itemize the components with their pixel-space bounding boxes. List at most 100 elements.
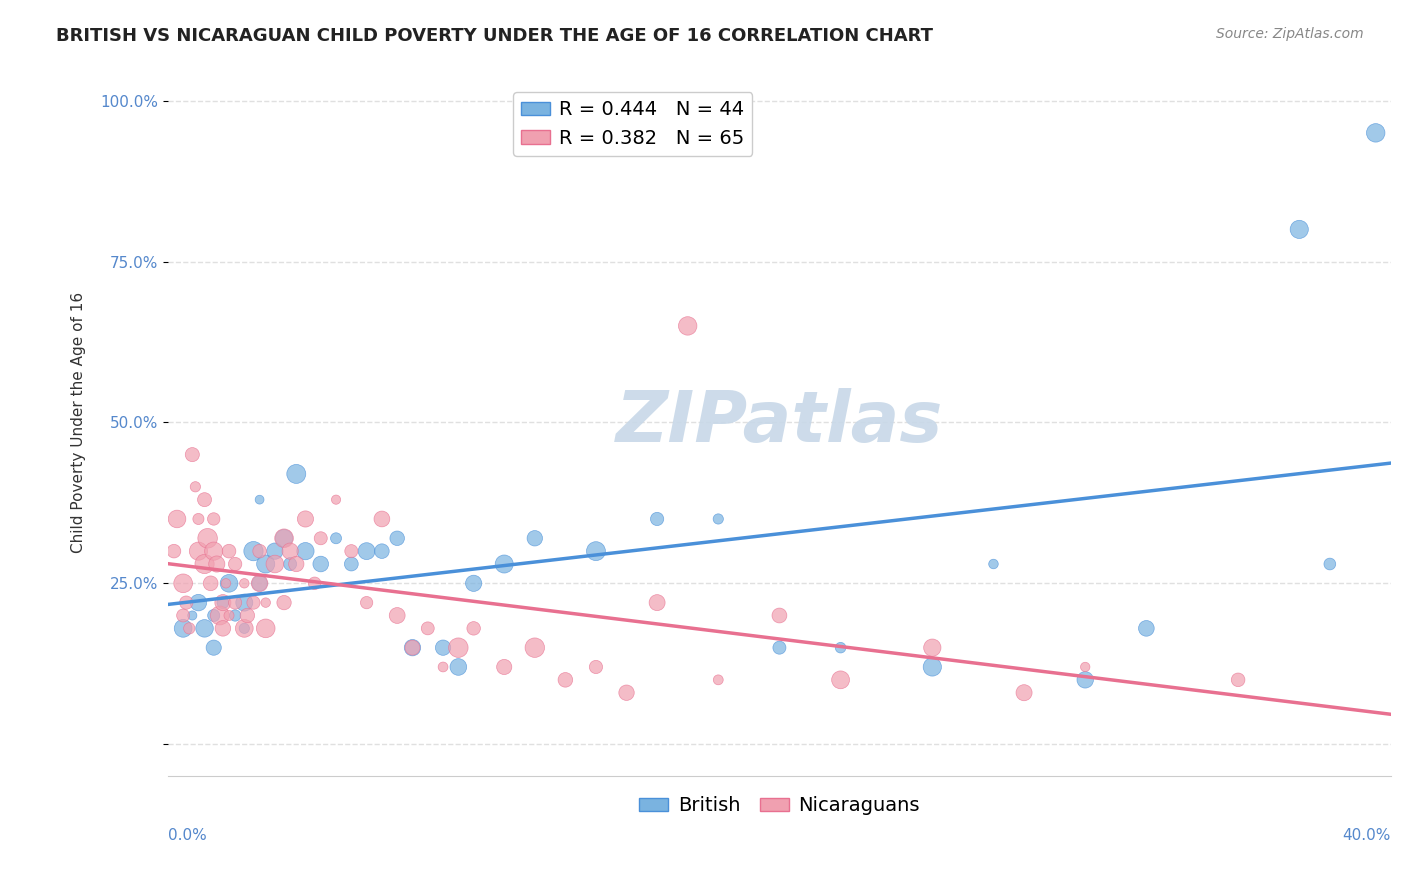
Point (254, 596, 277, 610)
Point (174, 596, 197, 610)
Point (707, 673, 730, 687)
Point (193, 621, 215, 635)
Point (356, 544, 378, 558)
Point (921, 660, 943, 674)
Text: 0.0%: 0.0% (167, 828, 207, 843)
Point (181, 608, 204, 623)
Point (432, 660, 454, 674)
Point (494, 557, 516, 571)
Point (401, 640, 423, 655)
Text: BRITISH VS NICARAGUAN CHILD POVERTY UNDER THE AGE OF 16 CORRELATION CHART: BRITISH VS NICARAGUAN CHILD POVERTY UNDE… (56, 27, 934, 45)
Point (233, 621, 256, 635)
Point (184, 480, 207, 494)
Point (285, 467, 308, 481)
Text: Source: ZipAtlas.com: Source: ZipAtlas.com (1216, 27, 1364, 41)
Point (432, 640, 454, 655)
Point (356, 596, 378, 610)
Point (1074, 673, 1097, 687)
Point (193, 492, 215, 507)
Point (921, 640, 943, 655)
Point (983, 557, 1005, 571)
Point (523, 531, 546, 545)
Point (304, 576, 326, 591)
Text: ZIPatlas: ZIPatlas (616, 388, 943, 457)
Point (309, 531, 332, 545)
Point (172, 576, 194, 591)
Point (181, 448, 204, 462)
Point (616, 686, 638, 700)
Point (264, 557, 287, 571)
Point (205, 557, 228, 571)
Point (249, 576, 271, 591)
Point (1319, 557, 1341, 571)
Point (233, 596, 256, 610)
Point (218, 576, 240, 591)
Point (294, 544, 316, 558)
Point (294, 512, 316, 526)
Point (172, 608, 194, 623)
Point (676, 318, 699, 333)
Point (645, 512, 668, 526)
Point (233, 621, 256, 635)
Point (200, 576, 222, 591)
Point (494, 660, 516, 674)
Point (215, 576, 238, 591)
Point (187, 544, 209, 558)
Point (254, 557, 277, 571)
Point (242, 544, 264, 558)
Point (224, 557, 246, 571)
Point (202, 608, 225, 623)
Point (768, 608, 790, 623)
Point (273, 531, 295, 545)
Point (202, 640, 225, 655)
Point (707, 512, 730, 526)
Point (202, 512, 225, 526)
Point (645, 596, 668, 610)
Point (273, 531, 295, 545)
Y-axis label: Child Poverty Under the Age of 16: Child Poverty Under the Age of 16 (72, 292, 86, 553)
Point (197, 531, 219, 545)
Point (236, 608, 259, 623)
Point (224, 608, 246, 623)
Point (385, 531, 408, 545)
Point (249, 576, 271, 591)
Point (1012, 686, 1035, 700)
Point (233, 576, 256, 591)
Point (585, 544, 607, 558)
Point (585, 660, 607, 674)
Point (254, 621, 277, 635)
Point (285, 557, 308, 571)
Point (166, 512, 188, 526)
Point (463, 576, 485, 591)
Point (830, 640, 852, 655)
Text: 40.0%: 40.0% (1343, 828, 1391, 843)
Point (385, 608, 408, 623)
Point (325, 531, 347, 545)
Point (371, 512, 394, 526)
Point (340, 544, 363, 558)
Point (1135, 621, 1157, 635)
Point (447, 640, 470, 655)
Point (1074, 660, 1097, 674)
Point (340, 557, 363, 571)
Point (463, 621, 485, 635)
Point (278, 557, 301, 571)
Point (401, 640, 423, 655)
Point (768, 640, 790, 655)
Legend: British, Nicaraguans: British, Nicaraguans (631, 789, 928, 823)
Point (202, 544, 225, 558)
Point (249, 492, 271, 507)
Point (447, 660, 470, 674)
Point (172, 621, 194, 635)
Point (1364, 126, 1386, 140)
Point (278, 544, 301, 558)
Point (523, 640, 546, 655)
Point (218, 544, 240, 558)
Point (371, 544, 394, 558)
Point (242, 596, 264, 610)
Point (264, 544, 287, 558)
Point (193, 557, 215, 571)
Point (187, 596, 209, 610)
Point (179, 621, 201, 635)
Point (212, 596, 235, 610)
